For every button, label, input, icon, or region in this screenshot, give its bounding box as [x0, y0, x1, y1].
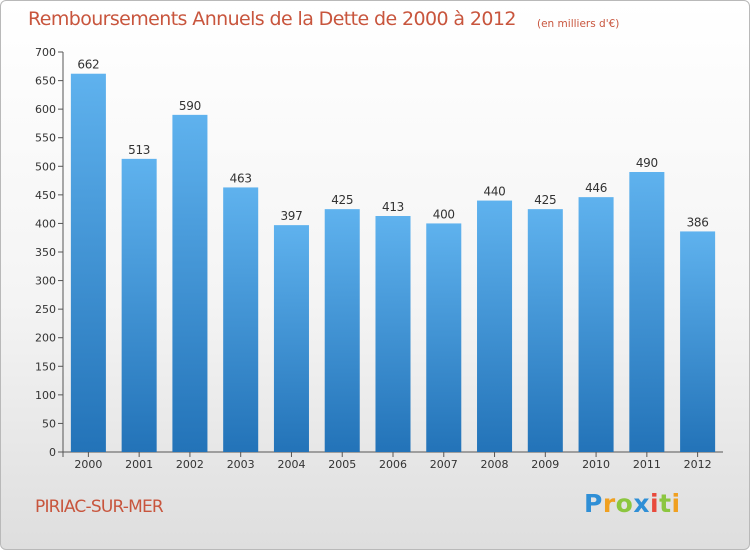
y-tick-label: 500: [35, 160, 56, 173]
y-tick-label: 0: [49, 446, 56, 459]
y-tick-label: 700: [35, 46, 56, 59]
bar: [527, 209, 563, 452]
data-label: 397: [280, 209, 302, 223]
proxiti-logo: Proxiti: [584, 489, 681, 518]
chart-title: Remboursements Annuels de la Dette de 20…: [28, 8, 516, 30]
y-tick-label: 150: [35, 360, 56, 373]
y-tick-label: 400: [35, 217, 56, 230]
data-label: 440: [484, 185, 506, 199]
bar: [172, 114, 208, 452]
x-tick-label: 2005: [328, 458, 356, 471]
data-label: 400: [433, 207, 455, 221]
data-label: 662: [77, 58, 99, 72]
data-label: 425: [331, 193, 353, 207]
data-label: 425: [534, 193, 556, 207]
x-tick-label: 2010: [582, 458, 610, 471]
y-tick-label: 550: [35, 132, 56, 145]
x-tick-label: 2002: [176, 458, 204, 471]
bar: [477, 200, 513, 452]
y-tick-label: 600: [35, 103, 56, 116]
unit-note: (en milliers d'€): [537, 18, 620, 30]
place-name: PIRIAC-SUR-MER: [35, 497, 164, 517]
bar: [324, 209, 360, 452]
x-tick-label: 2012: [684, 458, 712, 471]
y-tick-label: 650: [35, 75, 56, 88]
bar: [578, 197, 614, 452]
data-label: 413: [382, 200, 404, 214]
data-label: 463: [230, 171, 252, 185]
bar: [375, 216, 411, 452]
bar: [426, 223, 462, 452]
y-tick-label: 450: [35, 189, 56, 202]
data-label: 386: [687, 215, 709, 229]
x-tick-label: 2003: [227, 458, 255, 471]
y-tick-label: 200: [35, 332, 56, 345]
y-tick-label: 50: [42, 417, 56, 430]
x-tick-label: 2001: [125, 458, 153, 471]
bar: [273, 225, 309, 452]
bar: [223, 187, 259, 452]
y-tick-label: 100: [35, 389, 56, 402]
data-label: 446: [585, 181, 607, 195]
x-tick-label: 2000: [74, 458, 102, 471]
bar: [121, 158, 157, 452]
x-tick-label: 2007: [430, 458, 458, 471]
x-tick-label: 2009: [531, 458, 559, 471]
bar: [629, 172, 665, 452]
data-label: 490: [636, 156, 658, 170]
bar: [680, 231, 716, 452]
y-tick-label: 350: [35, 246, 56, 259]
y-tick-label: 250: [35, 303, 56, 316]
x-tick-label: 2006: [379, 458, 407, 471]
x-tick-label: 2004: [277, 458, 305, 471]
bar: [70, 73, 106, 452]
x-tick-label: 2008: [481, 458, 509, 471]
data-label: 590: [179, 99, 201, 113]
y-tick-label: 300: [35, 275, 56, 288]
data-label: 513: [128, 143, 150, 157]
x-tick-label: 2011: [633, 458, 661, 471]
